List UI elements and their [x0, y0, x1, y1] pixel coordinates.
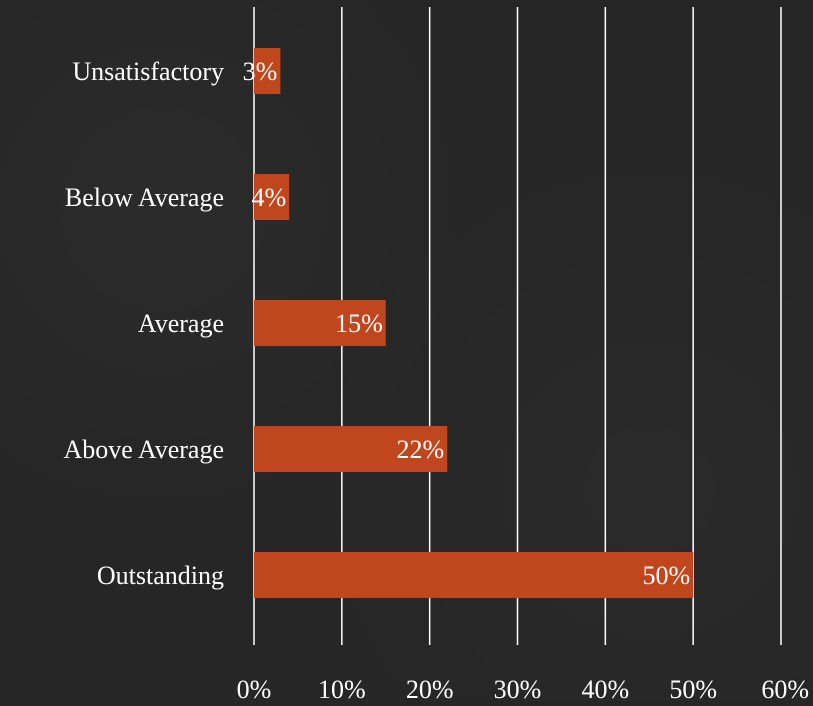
data-label-below-average: 4%: [251, 183, 286, 212]
category-label-unsatisfactory: Unsatisfactory: [72, 57, 224, 86]
x-tick-label-60: 60%: [761, 675, 809, 701]
category-label-above-average: Above Average: [63, 435, 224, 464]
x-tick-labels: 0% 10% 20% 30% 40% 50% 60%: [237, 675, 809, 704]
data-label-unsatisfactory: 3%: [243, 57, 278, 86]
category-label-average: Average: [138, 309, 224, 338]
x-tick-label-20: 20%: [406, 675, 454, 701]
category-labels: Unsatisfactory Below Average Average Above …: [63, 57, 224, 590]
data-label-outstanding: 50%: [642, 561, 690, 590]
bar-average: [254, 300, 386, 346]
bar-outstanding: [254, 552, 694, 598]
category-label-below-average: Below Average: [65, 183, 224, 212]
bar-unsatisfactory: [254, 48, 281, 94]
x-tick-label-30: 30%: [494, 675, 542, 701]
bars: [254, 48, 694, 598]
x-tick-label-0: 0%: [237, 675, 272, 701]
data-label-above-average: 22%: [397, 435, 445, 464]
category-label-outstanding: Outstanding: [97, 561, 224, 590]
x-tick-label-50: 50%: [669, 675, 717, 701]
bar-below-average: [254, 174, 290, 220]
grid-lines: [253, 7, 782, 645]
data-labels: 3% 4% 15% 22% 50%: [243, 57, 690, 590]
bar-above-average: [254, 426, 448, 472]
x-tick-label-10: 10%: [318, 675, 366, 701]
data-label-average: 15%: [335, 309, 383, 338]
x-tick-label-40: 40%: [581, 675, 629, 701]
